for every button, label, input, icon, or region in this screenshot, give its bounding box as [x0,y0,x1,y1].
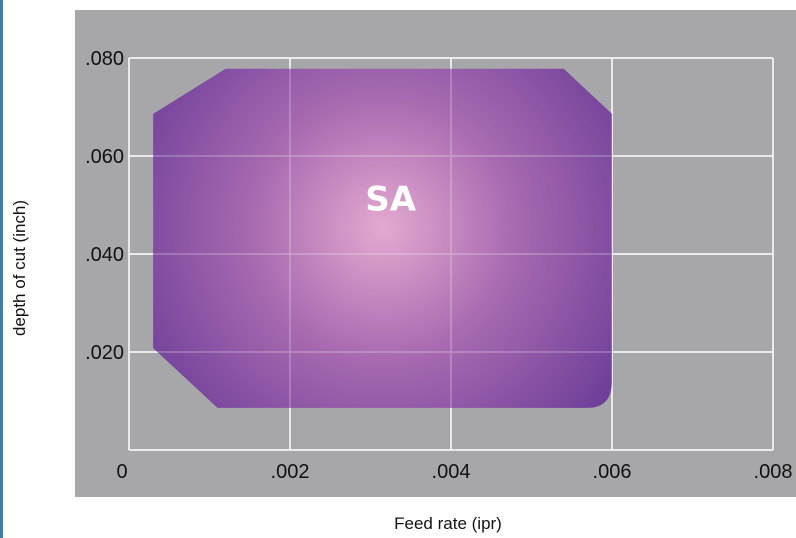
y-tick-label: .020 [85,342,124,364]
y-tick-label: .080 [85,48,124,70]
x-tick-label: .006 [593,461,632,483]
x-tick-label: .008 [754,461,793,483]
y-tick-labels: .020 .040 .060 .080 [85,48,124,364]
x-tick-labels: 0 .002 .004 .006 .008 [116,461,792,483]
x-tick-label: .004 [432,461,471,483]
y-axis-title: depth of cut (inch) [10,200,29,336]
left-page-rule [0,0,3,538]
region-sa [153,68,612,408]
region-label-sa: SA [365,180,416,220]
region-grid-overlay [153,68,612,408]
x-tick-label: 0 [116,461,127,483]
y-tick-label: .060 [85,146,124,168]
x-axis-title: Feed rate (ipr) [394,514,502,533]
region-layer: SA [153,68,612,408]
y-tick-label: .040 [85,244,124,266]
x-tick-label: .002 [271,461,310,483]
